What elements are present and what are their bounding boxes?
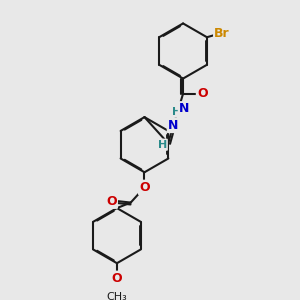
Text: O: O (139, 181, 150, 194)
Text: N: N (168, 119, 178, 132)
Text: O: O (197, 87, 208, 100)
Text: CH₃: CH₃ (106, 292, 127, 300)
Text: N: N (179, 102, 189, 116)
Text: O: O (106, 195, 117, 208)
Text: H: H (158, 140, 167, 150)
Text: Br: Br (214, 27, 230, 40)
Text: H: H (172, 106, 182, 117)
Text: O: O (112, 272, 122, 285)
